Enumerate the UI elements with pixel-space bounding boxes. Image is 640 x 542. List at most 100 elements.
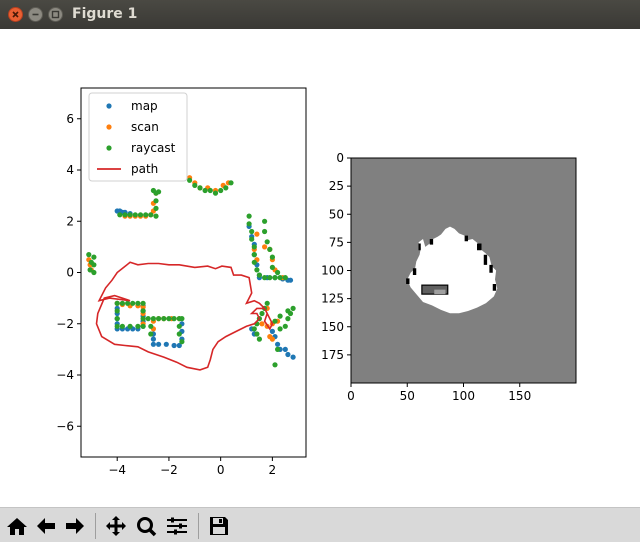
data-point-raycast <box>275 346 281 352</box>
data-point-raycast <box>156 316 162 322</box>
home-icon <box>7 518 27 535</box>
pan-icon <box>106 516 126 536</box>
pan-button[interactable] <box>104 515 128 537</box>
home-button[interactable] <box>5 515 29 537</box>
window-titlebar: Figure 1 <box>0 0 640 29</box>
data-point-raycast <box>269 264 275 270</box>
maximize-button[interactable] <box>48 7 63 22</box>
data-point-raycast <box>153 198 159 204</box>
data-point-raycast <box>267 275 273 281</box>
data-point-raycast <box>132 212 138 218</box>
y-tick-label: 0 <box>336 151 344 165</box>
x-tick-label: −4 <box>108 463 126 477</box>
data-point-raycast <box>212 190 219 196</box>
data-point-map <box>282 346 288 352</box>
navigation-toolbar <box>0 507 640 542</box>
figure-canvas[interactable]: −4 −2 0 2 −6 −4 −2 0 2 4 6 map scan raycast path 0 50 10… <box>0 29 640 507</box>
data-point-raycast <box>246 213 252 219</box>
x-tick-label: 2 <box>269 463 277 477</box>
data-point-map <box>156 341 162 347</box>
occupancy-occupied-cell <box>477 243 482 251</box>
data-point-raycast <box>127 323 133 329</box>
back-button[interactable] <box>34 515 58 537</box>
data-point-raycast <box>171 316 177 322</box>
data-point-raycast <box>285 316 291 322</box>
data-point-raycast <box>135 323 141 329</box>
data-point-raycast <box>249 228 255 235</box>
data-point-raycast <box>140 300 146 306</box>
data-point-raycast <box>254 267 260 273</box>
close-button[interactable] <box>8 7 23 22</box>
data-point-raycast <box>119 300 125 306</box>
scatter-axes: −4 −2 0 2 −6 −4 −2 0 2 4 6 map scan raycast path <box>56 87 307 477</box>
forward-button[interactable] <box>63 515 87 537</box>
x-tick-label: 50 <box>400 389 415 403</box>
occupancy-occupied-cell <box>412 268 417 275</box>
data-point-raycast <box>251 259 257 265</box>
data-point-raycast <box>153 213 159 219</box>
occupancy-occupied-cell <box>464 235 468 242</box>
data-point-raycast <box>148 212 154 218</box>
data-point-raycast <box>148 331 154 337</box>
data-point-raycast <box>277 313 283 319</box>
forward-arrow-icon <box>66 518 84 534</box>
data-point-raycast <box>150 187 156 194</box>
data-point-raycast <box>122 212 128 218</box>
occupancy-occupied-cell <box>483 254 488 265</box>
data-point-raycast <box>114 308 120 314</box>
data-point-raycast <box>143 212 149 218</box>
data-point-raycast <box>140 316 146 322</box>
y-tick-label: −6 <box>56 419 74 433</box>
subplots-config-button[interactable] <box>165 515 189 537</box>
series-path-line <box>95 261 274 371</box>
legend-label-scan: scan <box>131 120 159 134</box>
x-tick-label: −2 <box>160 463 178 477</box>
x-tick-label: 0 <box>217 463 225 477</box>
data-point-raycast <box>202 187 208 194</box>
data-point-raycast <box>282 275 288 281</box>
data-point-raycast <box>137 212 144 218</box>
data-point-map <box>171 342 177 349</box>
save-button[interactable] <box>207 515 231 537</box>
data-point-raycast <box>256 272 262 278</box>
data-point-raycast <box>148 323 154 329</box>
data-point-raycast <box>267 246 273 252</box>
minimize-button[interactable] <box>28 7 43 22</box>
x-tick-label: 0 <box>347 389 355 403</box>
toolbar-separator <box>95 513 96 539</box>
y-tick-label: 0 <box>66 266 74 280</box>
data-point-raycast <box>114 300 120 306</box>
save-icon <box>210 517 228 535</box>
y-tick-label: −2 <box>56 317 74 331</box>
data-point-scan <box>262 244 268 250</box>
zoom-button[interactable] <box>134 515 158 537</box>
data-point-raycast <box>140 323 146 329</box>
data-point-scan <box>140 304 146 310</box>
data-point-raycast <box>251 252 257 258</box>
y-tick-label: 6 <box>66 112 74 126</box>
legend-label-raycast: raycast <box>131 141 176 155</box>
x-tick-label: 150 <box>508 389 531 403</box>
data-point-raycast <box>91 262 97 268</box>
y-tick-label: 150 <box>321 320 344 334</box>
data-point-raycast <box>272 275 278 281</box>
toolbar-separator <box>198 513 199 539</box>
data-point-map <box>287 277 294 283</box>
data-point-raycast <box>135 300 141 306</box>
occupancy-occupied-cell <box>429 239 434 245</box>
data-point-map <box>163 341 169 347</box>
data-point-raycast <box>290 305 296 311</box>
data-point-raycast <box>166 316 172 322</box>
data-point-raycast <box>87 267 93 273</box>
maximize-icon <box>51 10 60 19</box>
data-point-raycast <box>262 275 268 281</box>
y-tick-label: 75 <box>329 235 344 249</box>
data-point-raycast <box>187 177 193 183</box>
data-point-raycast <box>114 323 120 329</box>
data-point-scan <box>269 336 275 342</box>
data-point-raycast <box>251 244 257 250</box>
data-point-scan <box>259 321 265 327</box>
y-tick-label: 125 <box>321 292 344 306</box>
occupancy-occupied-cell <box>492 284 497 291</box>
data-point-raycast <box>256 336 262 342</box>
